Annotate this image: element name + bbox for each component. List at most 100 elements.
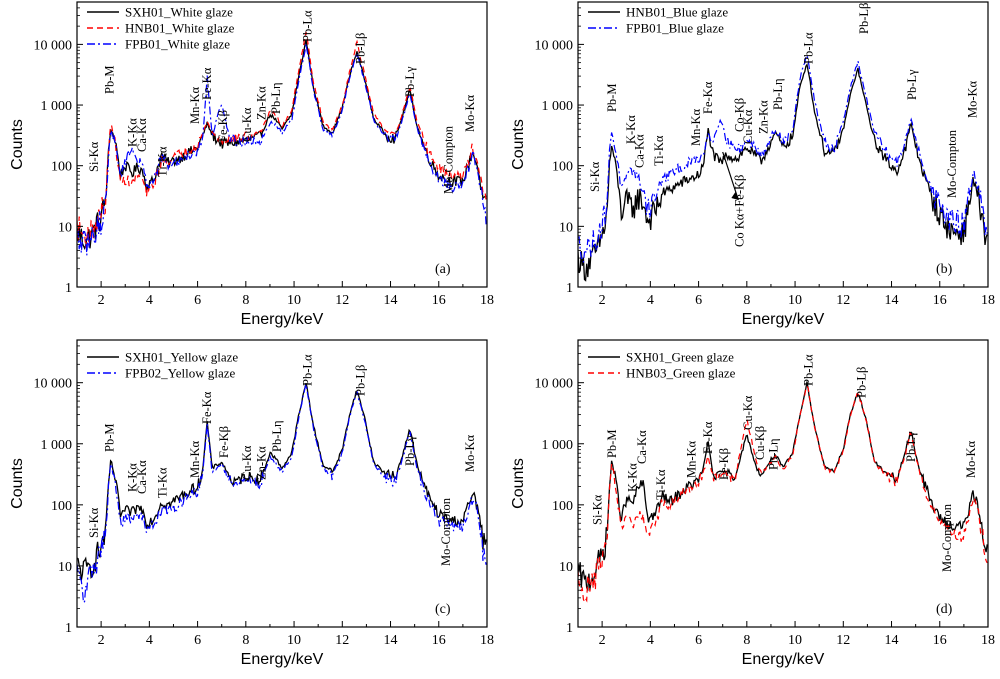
x-tick-label: 10 (287, 293, 301, 308)
peak-label: Cu-Kα (741, 395, 755, 430)
annotation-arrow (722, 151, 739, 201)
arrow-head-icon (731, 192, 739, 200)
peak-label: Fe-Kα (701, 421, 715, 454)
y-axis-title: Counts (510, 119, 527, 170)
peak-label: K-Kα (624, 115, 638, 144)
y-tick-label: 10 000 (34, 377, 73, 392)
x-tick-label: 6 (695, 293, 702, 308)
peak-label: Fe-Kα (701, 81, 715, 114)
peak-label: Cu-Kα (240, 445, 254, 480)
peak-label: Fe-Kα (200, 391, 214, 424)
peak-label: K-Kα (625, 463, 639, 492)
peak-label: Pb-M (103, 424, 117, 452)
y-tick-label: 10 (559, 560, 573, 575)
peak-label: Mo-Kα (965, 80, 979, 118)
panel-c: 2 4 6 8 10 12 14 16 18 1 10 100 1 000 10 000 Energy/ke… (9, 339, 494, 668)
x-tick-label: 2 (599, 293, 606, 308)
peak-label: Co Kα+Fe-Kβ (733, 175, 747, 247)
peak-label: Pb-M (605, 84, 619, 112)
y-tick-label: 1 (566, 281, 573, 296)
series-group (77, 383, 487, 604)
peak-label: Fe-Kβ (217, 426, 231, 458)
x-tick-label: 18 (981, 293, 995, 308)
y-tick-label: 1 (65, 621, 72, 636)
y-tick-label: 1 000 (41, 99, 73, 114)
peak-label: Zn-Kα (255, 446, 269, 480)
peak-label: Mo-Compton (441, 125, 455, 194)
series-line-2 (578, 384, 988, 604)
legend-entry: FPB02_Yellow glaze (125, 366, 236, 381)
peak-label: Ti-Kα (156, 146, 170, 177)
peak-label: Ca-Kα (135, 118, 149, 152)
x-tick-label: 14 (885, 633, 899, 648)
peak-label: Mn-Kα (188, 440, 202, 478)
y-tick-label: 1 000 (542, 438, 574, 453)
panel-d: 2 4 6 8 10 12 14 16 18 1 10 100 1 000 10 000 Energy/ke… (510, 339, 995, 668)
y-tick-label: 100 (552, 499, 573, 514)
panel-label: (d) (936, 602, 953, 617)
legend-entry: FPB01_White glaze (125, 37, 230, 52)
plot-frame (76, 339, 488, 628)
y-tick-label: 100 (51, 160, 72, 175)
x-tick-label: 16 (933, 293, 947, 308)
x-tick-label: 12 (335, 293, 349, 308)
peak-label: Pb-Lγ (904, 431, 918, 462)
peak-label: Pb-M (103, 66, 117, 94)
peak-label: Cu-Kβ (753, 426, 767, 460)
legend-entry: SXH01_Yellow glaze (125, 350, 238, 365)
panel-b: 2 4 6 8 10 12 14 16 18 1 10 100 1 000 10 000 Energy/ke… (510, 1, 995, 328)
series-line-3 (77, 43, 487, 256)
peak-label: Ti-Kα (654, 469, 668, 500)
x-tick-label: 16 (432, 293, 446, 308)
peak-label: Pb-Lβ (857, 3, 871, 34)
y-tick-label: 10 000 (535, 377, 574, 392)
peak-label: Co-Kβ (733, 98, 747, 132)
x-tick-label: 8 (242, 633, 249, 648)
peak-label: Si-Kα (87, 507, 101, 538)
peak-label: Pb-Lη (771, 78, 785, 110)
legend-entry: HNB01_Blue glaze (626, 5, 728, 20)
x-tick-label: 10 (788, 293, 802, 308)
peak-label: Mo-Compton (439, 497, 453, 566)
x-tick-label: 6 (194, 293, 201, 308)
y-tick-label: 1 (65, 281, 72, 296)
x-tick-label: 10 (788, 633, 802, 648)
peak-label: Ca-Kα (633, 134, 647, 168)
x-tick-label: 2 (98, 293, 105, 308)
peak-label: Zn-Kα (255, 86, 269, 120)
peak-label: Mn-Kα (689, 108, 703, 146)
x-axis-title: Energy/keV (241, 311, 324, 328)
legend-entry: HNB03_Green glaze (626, 366, 736, 381)
x-tick-label: 2 (98, 633, 105, 648)
x-tick-label: 10 (287, 633, 301, 648)
x-tick-label: 6 (695, 633, 702, 648)
peak-label: Pb-Lα (801, 32, 815, 64)
peak-label: Fe-Kβ (717, 448, 731, 480)
peak-label: Pb-Lγ (905, 69, 919, 100)
y-tick-label: 10 000 (34, 38, 73, 53)
peak-label: Mo-Kα (463, 94, 477, 132)
panel-label: (b) (936, 262, 953, 277)
peak-label: Zn-Kα (757, 100, 771, 134)
panel-label: (a) (435, 262, 451, 277)
series-group (578, 54, 988, 282)
peak-label: Cu-Kα (741, 109, 755, 144)
x-tick-label: 4 (146, 293, 153, 308)
x-tick-label: 14 (885, 293, 899, 308)
plot-frame (577, 339, 989, 628)
y-tick-label: 1 000 (41, 438, 73, 453)
series-line-1 (578, 381, 988, 592)
x-tick-label: 6 (194, 633, 201, 648)
peak-label: Si-Kα (87, 141, 101, 172)
legend-entry: SXH01_Green glaze (626, 350, 734, 365)
x-tick-label: 18 (480, 293, 494, 308)
peak-label: Si-Kα (590, 494, 604, 525)
legend-entry: FPB01_Blue glaze (626, 21, 724, 36)
legend-entry: HNB01_White glaze (125, 21, 235, 36)
x-tick-label: 12 (836, 633, 850, 648)
peak-label: Ca-Kα (635, 430, 649, 464)
legend-entry: SXH01_White glaze (125, 5, 233, 20)
x-tick-label: 18 (480, 633, 494, 648)
y-tick-label: 10 (58, 560, 72, 575)
